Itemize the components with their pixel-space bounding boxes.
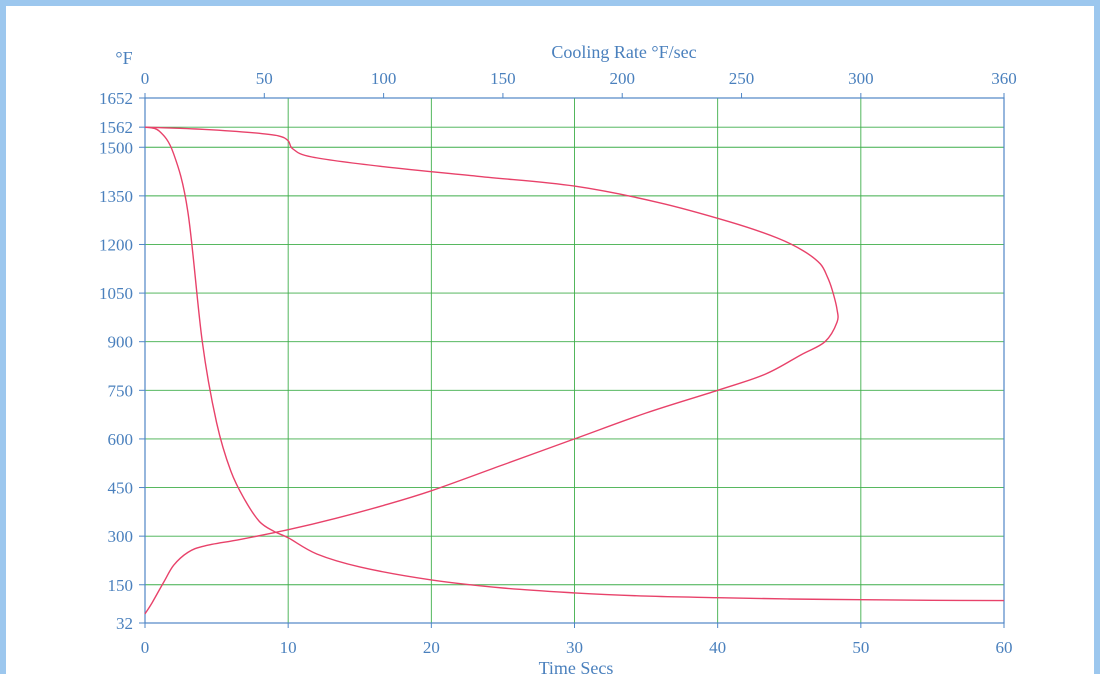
bottom-tick-label: 10 bbox=[280, 638, 297, 657]
left-axis-label: °F bbox=[115, 48, 132, 68]
bottom-tick-label: 0 bbox=[141, 638, 150, 657]
top-tick-label: 150 bbox=[490, 69, 516, 88]
bottom-tick-label: 40 bbox=[709, 638, 726, 657]
left-tick-label: 32 bbox=[116, 614, 133, 633]
tick-labels: 3215030045060075090010501200135015001562… bbox=[99, 69, 1017, 657]
bottom-axis-label: Time Secs bbox=[539, 658, 614, 678]
left-tick-label: 150 bbox=[108, 576, 134, 595]
left-tick-label: 1050 bbox=[99, 284, 133, 303]
temperature-vs-time-curve bbox=[144, 126, 1005, 602]
top-tick-label: 0 bbox=[141, 69, 150, 88]
bottom-tick-label: 50 bbox=[852, 638, 869, 657]
left-tick-label: 750 bbox=[108, 381, 134, 400]
left-tick-label: 1562 bbox=[99, 118, 133, 137]
top-tick-label: 360 bbox=[991, 69, 1017, 88]
temperature-vs-cooling-rate-curve bbox=[144, 126, 839, 615]
bottom-tick-label: 20 bbox=[423, 638, 440, 657]
left-tick-label: 600 bbox=[108, 430, 134, 449]
top-tick-label: 250 bbox=[729, 69, 755, 88]
left-tick-label: 1500 bbox=[99, 138, 133, 157]
top-tick-label: 300 bbox=[848, 69, 874, 88]
top-tick-label: 100 bbox=[371, 69, 397, 88]
cooling-curve-chart: 3215030045060075090010501200135015001562… bbox=[99, 42, 1017, 678]
top-axis-label: Cooling Rate °F/sec bbox=[551, 42, 696, 62]
left-tick-label: 900 bbox=[108, 333, 134, 352]
bottom-tick-label: 30 bbox=[566, 638, 583, 657]
plot-area-border bbox=[144, 97, 1005, 624]
left-tick-label: 300 bbox=[108, 527, 134, 546]
left-tick-label: 450 bbox=[108, 479, 134, 498]
top-tick-label: 50 bbox=[256, 69, 273, 88]
bottom-tick-label: 60 bbox=[996, 638, 1013, 657]
left-tick-label: 1200 bbox=[99, 235, 133, 254]
grid bbox=[139, 93, 1005, 628]
curves bbox=[144, 126, 1005, 615]
top-tick-label: 200 bbox=[609, 69, 635, 88]
left-tick-label: 1350 bbox=[99, 187, 133, 206]
left-tick-label: 1652 bbox=[99, 89, 133, 108]
